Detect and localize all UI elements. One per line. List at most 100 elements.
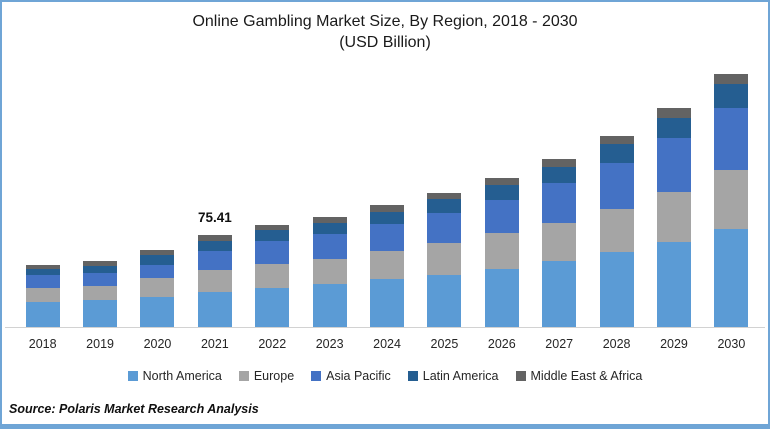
bar-segment-asia-pacific-2023 xyxy=(312,233,347,259)
bar-segment-europe-2029 xyxy=(656,191,691,242)
bar-column-2020: 2020 xyxy=(129,64,186,351)
stacked-bar-2018 xyxy=(25,265,60,327)
plot-area: 2018 2019 2020 75.41 2021 2022 2023 2024 2025 202… xyxy=(14,64,760,351)
bar-segment-north-america-2019 xyxy=(83,300,118,327)
bar-segment-north-america-2020 xyxy=(140,297,175,327)
bar-segment-asia-pacific-2018 xyxy=(25,275,60,288)
legend-item-middle-east-africa: Middle East & Africa xyxy=(515,369,643,383)
bar-segment-asia-pacific-2022 xyxy=(255,241,290,264)
bar-segment-latin-america-2024 xyxy=(370,211,405,224)
bar-segment-middle-east-africa-2020 xyxy=(140,250,175,256)
bar-column-2026: 2026 xyxy=(473,64,530,351)
bar-column-2022: 2022 xyxy=(244,64,301,351)
x-axis-label-2023: 2023 xyxy=(315,337,344,351)
chart-subtitle: (USD Billion) xyxy=(339,34,431,51)
legend-swatch-middle-east-africa xyxy=(515,371,526,381)
stacked-bar-2023 xyxy=(312,216,347,327)
bar-segment-asia-pacific-2026 xyxy=(484,200,519,234)
bar-segment-north-america-2030 xyxy=(714,228,749,327)
bar-segment-north-america-2027 xyxy=(542,260,577,327)
legend-swatch-latin-america xyxy=(407,371,418,381)
x-axis-label-2022: 2022 xyxy=(258,337,287,351)
stacked-bar-2020 xyxy=(140,250,175,327)
x-axis-label-2026: 2026 xyxy=(487,337,516,351)
x-axis-label-2019: 2019 xyxy=(86,337,114,351)
stacked-bar-2028 xyxy=(599,136,634,327)
legend-item-north-america: North America xyxy=(127,369,222,383)
bar-segment-latin-america-2025 xyxy=(427,198,462,213)
stacked-bar-2027 xyxy=(542,159,577,327)
bar-segment-north-america-2024 xyxy=(370,279,405,327)
bar-segment-middle-east-africa-2022 xyxy=(255,225,290,231)
legend-label-asia-pacific: Asia Pacific xyxy=(326,369,391,383)
stacked-bar-2026 xyxy=(484,177,519,327)
legend-swatch-asia-pacific xyxy=(311,371,322,381)
bar-segment-europe-2022 xyxy=(255,263,290,288)
bar-segment-latin-america-2029 xyxy=(656,118,691,139)
bar-segment-asia-pacific-2030 xyxy=(714,108,749,171)
legend-label-middle-east-africa: Middle East & Africa xyxy=(530,369,643,383)
legend-item-europe: Europe xyxy=(238,369,295,383)
bar-segment-latin-america-2028 xyxy=(599,143,634,163)
bar-segment-north-america-2029 xyxy=(656,241,691,327)
bar-segment-latin-america-2026 xyxy=(484,185,519,201)
bar-segment-asia-pacific-2027 xyxy=(542,182,577,223)
x-axis-label-2029: 2029 xyxy=(660,337,688,351)
bar-segment-latin-america-2022 xyxy=(255,230,290,242)
legend-label-latin-america: Latin America xyxy=(422,369,499,383)
legend-swatch-europe xyxy=(238,371,249,381)
bar-segment-asia-pacific-2029 xyxy=(656,138,691,192)
bar-segment-asia-pacific-2020 xyxy=(140,265,175,279)
bar-segment-latin-america-2020 xyxy=(140,255,175,266)
x-axis-label-2021: 2021 xyxy=(200,337,229,351)
stacked-bar-2019 xyxy=(83,261,118,327)
bar-segment-north-america-2023 xyxy=(312,283,347,327)
bar-column-2023: 2023 xyxy=(301,64,358,351)
bar-segment-middle-east-africa-2025 xyxy=(427,192,462,199)
bar-segment-north-america-2021 xyxy=(197,291,232,327)
bar-segment-europe-2019 xyxy=(83,286,118,301)
stacked-bar-2021 xyxy=(197,234,232,327)
bar-segment-latin-america-2027 xyxy=(542,166,577,183)
bar-segment-europe-2026 xyxy=(484,233,519,270)
x-axis-label-2024: 2024 xyxy=(373,337,401,351)
bar-segment-middle-east-africa-2024 xyxy=(370,205,405,212)
title-block: Online Gambling Market Size, By Region, … xyxy=(2,11,768,53)
stacked-bar-2024 xyxy=(370,205,405,327)
bar-segment-asia-pacific-2024 xyxy=(370,223,405,252)
bar-segment-europe-2028 xyxy=(599,208,634,252)
x-axis-label-2020: 2020 xyxy=(143,337,172,351)
bar-segment-middle-east-africa-2026 xyxy=(484,177,519,186)
stacked-bar-2029 xyxy=(656,108,691,327)
legend-label-north-america: North America xyxy=(142,369,222,383)
x-axis-label-2025: 2025 xyxy=(430,337,459,351)
stacked-bar-2030 xyxy=(714,74,749,327)
x-axis-label-2018: 2018 xyxy=(28,337,57,351)
bar-segment-europe-2023 xyxy=(312,258,347,284)
bar-segment-latin-america-2030 xyxy=(714,84,749,109)
bar-segment-europe-2025 xyxy=(427,242,462,276)
bar-segment-middle-east-africa-2021 xyxy=(197,234,232,242)
bar-column-2028: 2028 xyxy=(588,64,645,351)
bar-segment-latin-america-2021 xyxy=(197,241,232,252)
bar-segment-middle-east-africa-2030 xyxy=(714,74,749,85)
legend-item-latin-america: Latin America xyxy=(407,369,499,383)
bar-segment-north-america-2022 xyxy=(255,287,290,327)
bar-segment-europe-2018 xyxy=(25,288,60,302)
x-axis-label-2030: 2030 xyxy=(717,337,746,351)
bar-segment-europe-2027 xyxy=(542,222,577,261)
stacked-bar-2022 xyxy=(255,225,290,327)
bar-segment-asia-pacific-2025 xyxy=(427,212,462,243)
x-axis-label-2027: 2027 xyxy=(545,337,574,351)
bar-segment-asia-pacific-2028 xyxy=(599,162,634,209)
bar-column-2025: 2025 xyxy=(416,64,473,351)
bar-segment-middle-east-africa-2018 xyxy=(25,265,60,270)
bar-segment-middle-east-africa-2027 xyxy=(542,159,577,167)
legend-label-europe: Europe xyxy=(253,369,295,383)
bar-column-2024: 2024 xyxy=(358,64,415,351)
bar-segment-asia-pacific-2019 xyxy=(83,272,118,287)
bar-segment-north-america-2025 xyxy=(427,275,462,327)
x-axis-line xyxy=(5,327,765,328)
bar-segment-north-america-2018 xyxy=(25,302,60,327)
